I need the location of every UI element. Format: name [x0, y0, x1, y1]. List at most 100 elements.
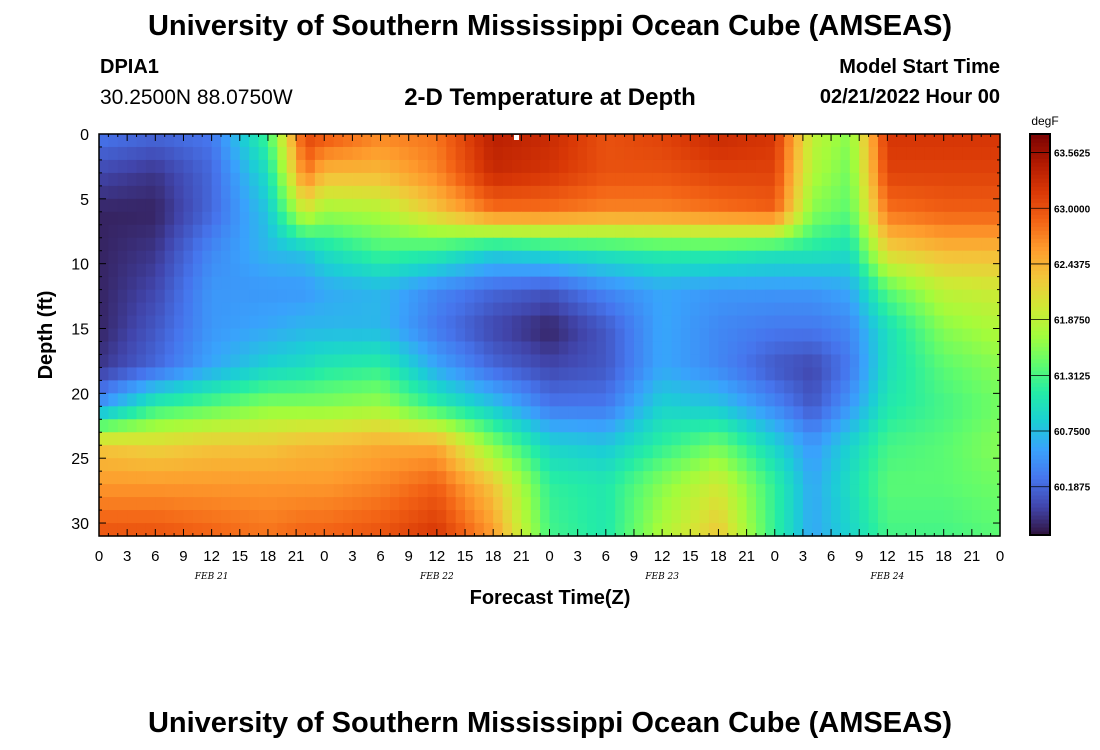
- heatmap-cell: [568, 380, 579, 394]
- heatmap-cell: [962, 406, 973, 420]
- heatmap-cell: [587, 484, 598, 498]
- heatmap-cell: [746, 172, 757, 187]
- heatmap-cell: [258, 497, 269, 511]
- heatmap-cell: [915, 497, 926, 511]
- heatmap-cell: [896, 276, 907, 291]
- heatmap-cell: [418, 523, 429, 537]
- heatmap-cell: [812, 211, 823, 226]
- heatmap-cell: [465, 198, 476, 213]
- heatmap-cell: [436, 497, 447, 511]
- heatmap-cell: [746, 328, 757, 343]
- heatmap-cell: [877, 497, 888, 511]
- heatmap-cell: [521, 263, 532, 278]
- heatmap-cell: [859, 484, 870, 498]
- heatmap-cell: [99, 419, 109, 433]
- heatmap-cell: [540, 146, 551, 161]
- heatmap-cell: [296, 510, 307, 524]
- heatmap-cell: [934, 134, 945, 148]
- heatmap-cell: [145, 198, 156, 213]
- heatmap-cell: [802, 224, 813, 239]
- heatmap-cell: [568, 406, 579, 420]
- heatmap-cell: [399, 484, 410, 498]
- heatmap-cell: [671, 302, 682, 317]
- heatmap-cell: [737, 367, 748, 381]
- heatmap-cell: [99, 406, 109, 420]
- heatmap-cell: [399, 250, 410, 265]
- heatmap-cell: [887, 250, 898, 265]
- heatmap-cell: [906, 510, 917, 524]
- heatmap-cell: [324, 315, 335, 330]
- heatmap-cell: [446, 159, 457, 174]
- heatmap-cell: [793, 354, 804, 369]
- colorbar-segment: [1030, 282, 1050, 287]
- heatmap-cell: [267, 497, 278, 511]
- heatmap-cell: [502, 484, 513, 498]
- heatmap-cell: [868, 406, 879, 420]
- heatmap-cell: [877, 523, 888, 537]
- heatmap-cell: [145, 315, 156, 330]
- heatmap-cell: [699, 432, 710, 446]
- heatmap-cell: [671, 172, 682, 187]
- heatmap-cell: [314, 289, 325, 304]
- heatmap-cell: [737, 276, 748, 291]
- heatmap-cell: [183, 393, 194, 407]
- heatmap-cell: [615, 445, 626, 459]
- heatmap-cell: [371, 458, 382, 472]
- heatmap-cell: [183, 276, 194, 291]
- heatmap-cell: [737, 458, 748, 472]
- heatmap-cell: [568, 185, 579, 200]
- heatmap-cell: [587, 367, 598, 381]
- heatmap-cell: [990, 406, 1001, 420]
- heatmap-cell: [221, 276, 231, 291]
- heatmap-cell: [117, 354, 128, 369]
- heatmap-cell: [896, 523, 907, 537]
- heatmap-cell: [934, 159, 945, 174]
- heatmap-cell: [699, 276, 710, 291]
- heatmap-cell: [868, 367, 879, 381]
- heatmap-cell: [868, 224, 879, 239]
- heatmap-cell: [671, 237, 682, 252]
- heatmap-cell: [408, 328, 419, 343]
- heatmap-cell: [943, 354, 954, 369]
- heatmap-cell: [455, 471, 466, 485]
- heatmap-cell: [418, 211, 429, 226]
- heatmap-cell: [887, 302, 898, 317]
- heatmap-cell: [624, 224, 635, 239]
- heatmap-cell: [812, 289, 823, 304]
- heatmap-cell: [530, 354, 541, 369]
- heatmap-cell: [906, 354, 917, 369]
- heatmap-cell: [540, 458, 551, 472]
- heatmap-cell: [896, 146, 907, 161]
- colorbar-segment: [1030, 262, 1050, 267]
- heatmap-cell: [624, 471, 635, 485]
- heatmap-cell: [202, 380, 213, 394]
- heatmap-cell: [521, 354, 532, 369]
- heatmap-cell: [446, 380, 457, 394]
- heatmap-cell: [859, 367, 870, 381]
- heatmap-cell: [371, 354, 382, 369]
- heatmap-cell: [352, 146, 363, 161]
- heatmap-cell: [399, 134, 410, 148]
- x-tick-label: 0: [771, 548, 779, 565]
- heatmap-cell: [709, 172, 720, 187]
- heatmap-cell: [211, 341, 222, 356]
- heatmap-cell: [906, 302, 917, 317]
- heatmap-cell: [389, 289, 400, 304]
- heatmap-cell: [305, 445, 316, 459]
- heatmap-cell: [99, 159, 109, 174]
- heatmap-cell: [202, 276, 213, 291]
- heatmap-cell: [859, 406, 870, 420]
- heatmap-cell: [530, 419, 541, 433]
- heatmap-cell: [718, 276, 729, 291]
- heatmap-cell: [117, 445, 128, 459]
- heatmap-cell: [680, 445, 691, 459]
- heatmap-cell: [596, 289, 607, 304]
- heatmap-cell: [943, 419, 954, 433]
- heatmap-cell: [840, 432, 851, 446]
- heatmap-cell: [690, 302, 701, 317]
- heatmap-cell: [305, 393, 316, 407]
- heatmap-cell: [352, 159, 363, 174]
- heatmap-cell: [333, 445, 344, 459]
- heatmap-cell: [408, 523, 419, 537]
- heatmap-cell: [934, 393, 945, 407]
